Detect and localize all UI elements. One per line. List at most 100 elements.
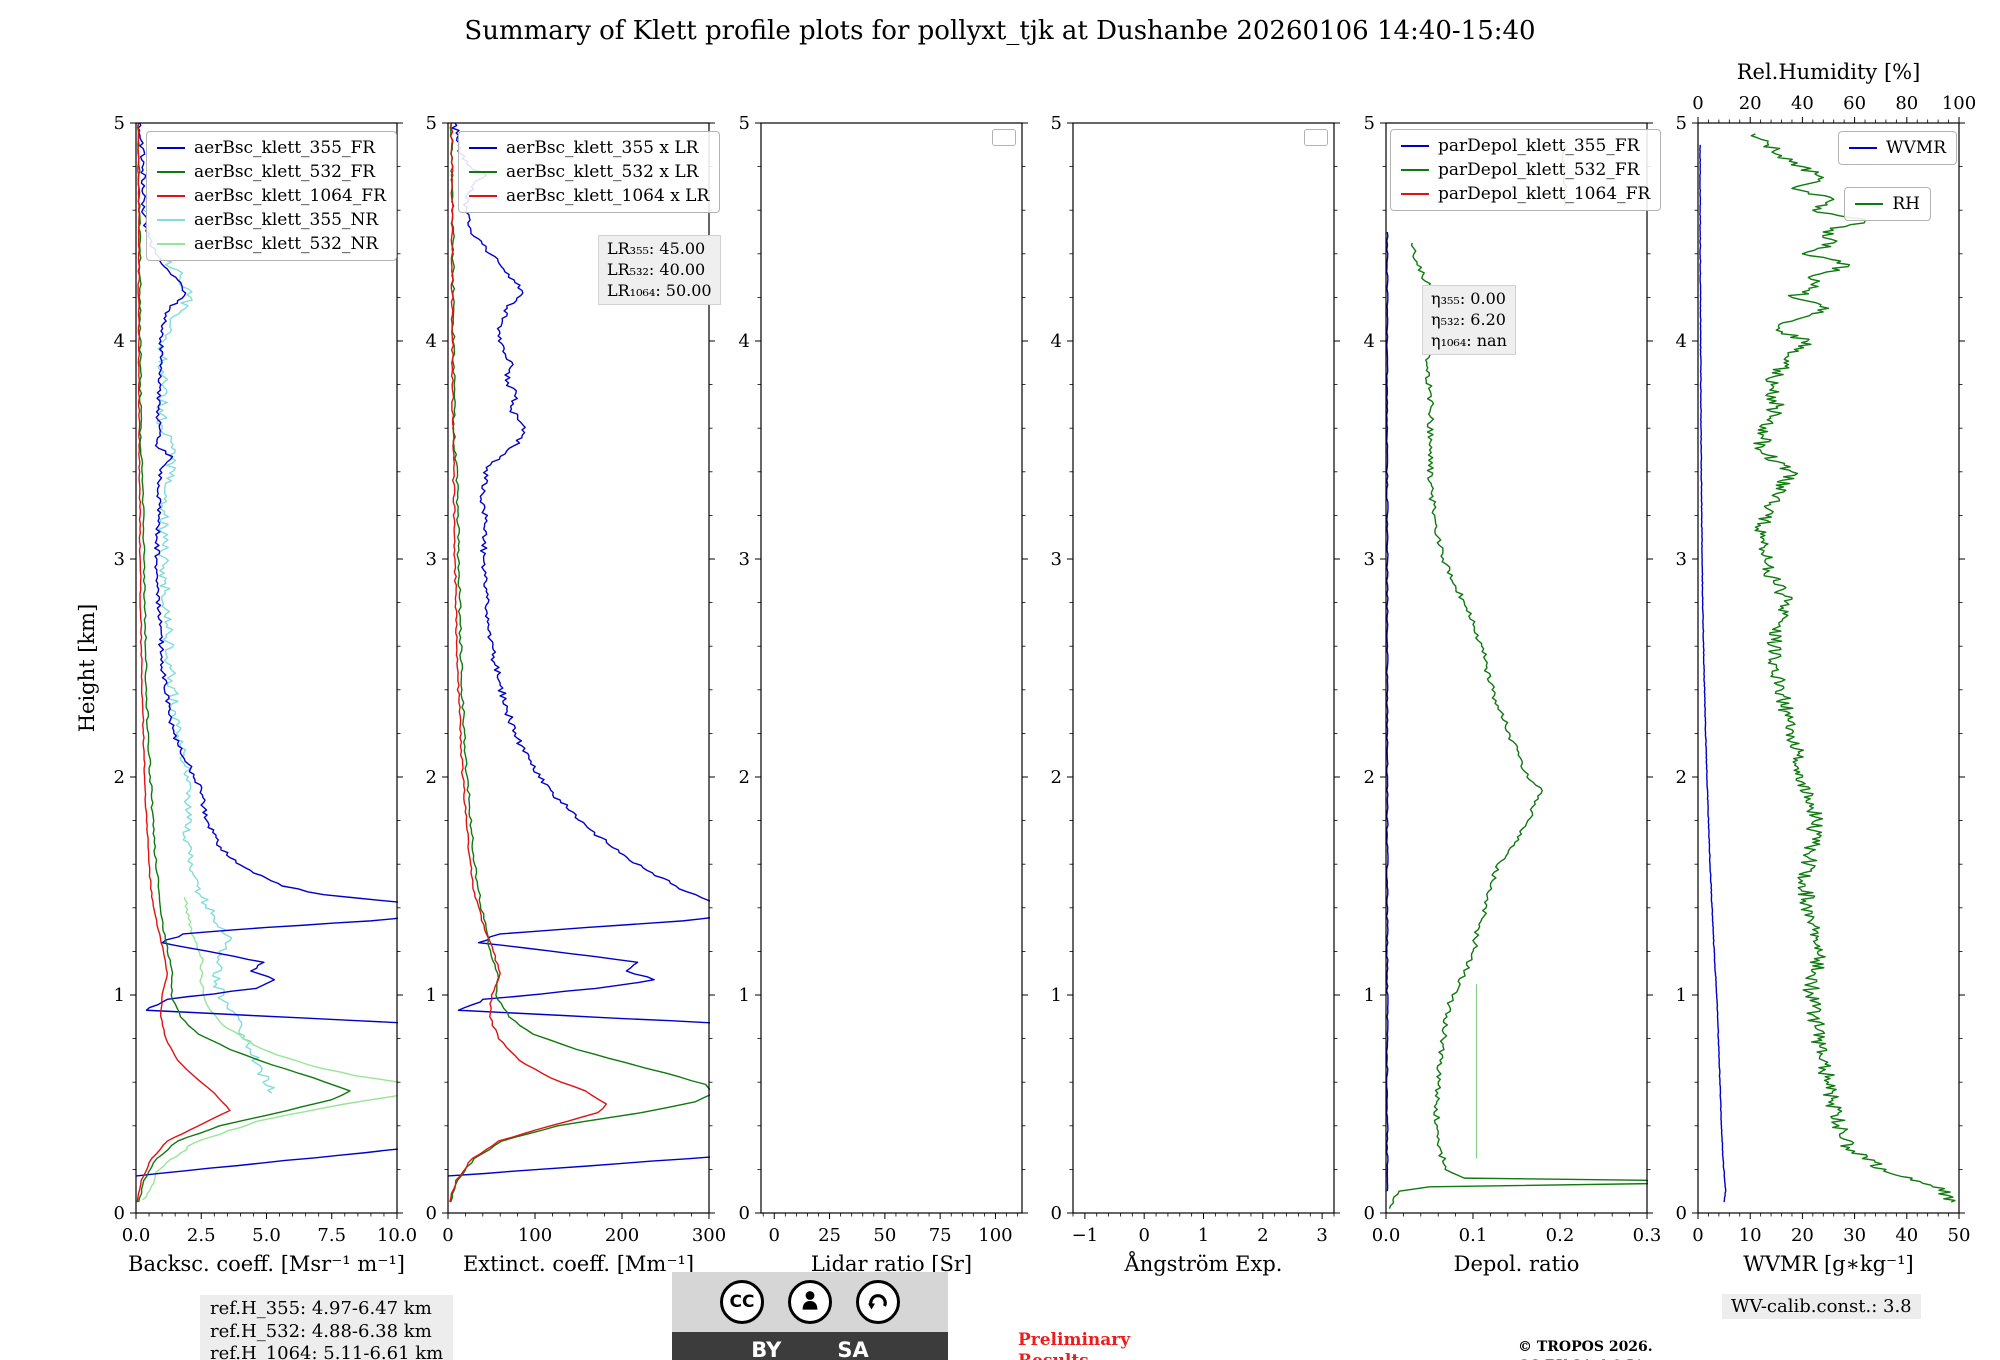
- svg-text:1: 1: [426, 985, 437, 1006]
- extinction-legend: aerBsc_klett_355 x LR aerBsc_klett_532 x …: [458, 131, 721, 213]
- legend-line-sample: [1401, 145, 1429, 147]
- svg-text:40: 40: [1895, 1225, 1918, 1246]
- svg-text:2: 2: [1676, 767, 1687, 788]
- svg-text:3: 3: [426, 549, 437, 570]
- series-parDepol_klett_355_FR: [1385, 231, 1389, 1192]
- svg-text:2: 2: [739, 767, 750, 788]
- svg-text:0.2: 0.2: [1546, 1225, 1575, 1246]
- svg-text:Depol. ratio: Depol. ratio: [1454, 1252, 1580, 1276]
- svg-text:0: 0: [442, 1225, 453, 1246]
- lidar-ratio-constants-annotation: LR₃₅₅: 45.00 LR₅₃₂: 40.00 LR₁₀₆₄: 50.00: [598, 235, 721, 306]
- cc-license-badge: CC BY SA: [672, 1272, 948, 1360]
- legend-label: aerBsc_klett_1064_FR: [194, 186, 386, 206]
- svg-text:5: 5: [1051, 113, 1062, 134]
- legend-label: aerBsc_klett_355_FR: [194, 138, 376, 158]
- annotation-line: η₁₀₆₄: nan: [1431, 330, 1507, 350]
- svg-text:5: 5: [1676, 113, 1687, 134]
- svg-text:4: 4: [739, 331, 750, 352]
- svg-text:5.0: 5.0: [252, 1225, 281, 1246]
- svg-text:1: 1: [1676, 985, 1687, 1006]
- copyright-note: © TROPOS 2026. CC BY SA 4.0 License.: [1518, 1338, 1691, 1360]
- svg-text:0: 0: [426, 1203, 437, 1224]
- annotation-line: LR₁₀₆₄: 50.00: [607, 280, 712, 300]
- svg-text:1: 1: [1364, 985, 1375, 1006]
- reference-height-box: ref.H_355: 4.97-6.47 km ref.H_532: 4.88-…: [200, 1295, 454, 1360]
- svg-text:0.0: 0.0: [1372, 1225, 1401, 1246]
- svg-text:Height [km]: Height [km]: [75, 604, 99, 733]
- svg-text:3: 3: [1051, 549, 1062, 570]
- svg-text:1: 1: [114, 985, 125, 1006]
- svg-text:0: 0: [114, 1203, 125, 1224]
- svg-text:2.5: 2.5: [187, 1225, 216, 1246]
- legend-line-sample: [157, 243, 185, 245]
- series-parDepol_klett_532_FR: [1388, 242, 1648, 1209]
- svg-text:5: 5: [1364, 113, 1375, 134]
- legend-line-sample: [157, 171, 185, 173]
- svg-text:2: 2: [1257, 1225, 1268, 1246]
- svg-text:0: 0: [1692, 93, 1703, 114]
- svg-text:2: 2: [1051, 767, 1062, 788]
- empty-legend-lidar-ratio: [992, 129, 1016, 146]
- legend-line-sample: [469, 195, 497, 197]
- svg-text:100: 100: [1942, 93, 1976, 114]
- legend-entry: aerBsc_klett_532_FR: [157, 162, 386, 182]
- legend-label: aerBsc_klett_1064 x LR: [506, 186, 710, 206]
- svg-text:4: 4: [114, 331, 125, 352]
- svg-text:0.1: 0.1: [1459, 1225, 1488, 1246]
- legend-entry: aerBsc_klett_1064_FR: [157, 186, 386, 206]
- svg-text:Extinct. coeff. [Mm⁻¹]: Extinct. coeff. [Mm⁻¹]: [463, 1252, 694, 1276]
- legend-line-sample: [469, 147, 497, 149]
- legend-line-sample: [1855, 203, 1884, 205]
- svg-text:40: 40: [1791, 93, 1814, 114]
- svg-text:Backsc. coeff. [Msr⁻¹ m⁻¹]: Backsc. coeff. [Msr⁻¹ m⁻¹]: [128, 1252, 405, 1276]
- svg-text:4: 4: [426, 331, 437, 352]
- svg-text:50: 50: [873, 1225, 896, 1246]
- ref-height-355: ref.H_355: 4.97-6.47 km: [210, 1298, 432, 1319]
- cc-logo-text: CC: [729, 1292, 755, 1312]
- svg-text:2: 2: [426, 767, 437, 788]
- svg-text:100: 100: [518, 1225, 552, 1246]
- cc-sa-label: SA: [837, 1338, 869, 1360]
- legend-entry: aerBsc_klett_1064 x LR: [469, 186, 709, 206]
- legend-line-sample: [1401, 169, 1429, 171]
- eta-annotation: η₃₅₅: 0.00 η₅₃₂: 6.20 η₁₀₆₄: nan: [1422, 285, 1516, 356]
- svg-text:5: 5: [739, 113, 750, 134]
- svg-text:30: 30: [1843, 1225, 1866, 1246]
- wvmr-legend: WVMR: [1838, 131, 1957, 165]
- series-aerBsc_klett_1064_FR: [136, 123, 231, 1203]
- rh-legend: RH: [1844, 187, 1931, 221]
- svg-text:0.3: 0.3: [1633, 1225, 1662, 1246]
- legend-label: WVMR: [1886, 138, 1946, 158]
- svg-text:2: 2: [1364, 767, 1375, 788]
- svg-text:80: 80: [1895, 93, 1918, 114]
- cc-logo-icon: CC: [720, 1280, 764, 1324]
- svg-text:25: 25: [818, 1225, 841, 1246]
- panel-backscatter: 0.0 2.5 5.0 7.5 10.0 0 1 2 3 4 5 Backsc. coeff. [Ms…: [75, 113, 417, 1276]
- series-RH: [1750, 133, 1956, 1203]
- legend-entry: parDepol_klett_355_FR: [1401, 136, 1650, 156]
- legend-entry: parDepol_klett_532_FR: [1401, 160, 1650, 180]
- copyright-line-2: CC BY SA 4.0 License.: [1518, 1357, 1691, 1360]
- copyright-line-1: © TROPOS 2026.: [1518, 1339, 1653, 1355]
- empty-legend-angstroem: [1304, 129, 1328, 146]
- svg-text:0: 0: [1676, 1203, 1687, 1224]
- svg-text:3: 3: [739, 549, 750, 570]
- svg-text:2: 2: [114, 767, 125, 788]
- svg-text:4: 4: [1364, 331, 1375, 352]
- svg-text:−1: −1: [1072, 1225, 1099, 1246]
- panel-angstroem: −1 0 1 2 3 0 1 2 3 4 5 Ångström Exp.: [1051, 113, 1340, 1276]
- annotation-line: LR₅₃₂: 40.00: [607, 259, 706, 279]
- svg-text:10.0: 10.0: [377, 1225, 417, 1246]
- series-WVMR: [1699, 144, 1727, 1203]
- legend-line-sample: [1849, 147, 1878, 149]
- legend-line-sample: [157, 147, 185, 149]
- legend-entry: aerBsc_klett_532_NR: [157, 234, 386, 254]
- series-aerBsc_klett_355_NR: [143, 209, 275, 1094]
- svg-text:5: 5: [114, 113, 125, 134]
- series-aerBsc_klett_1064_x_LR: [449, 123, 608, 1203]
- legend-line-sample: [1401, 193, 1429, 195]
- legend-entry: aerBsc_klett_532 x LR: [469, 162, 709, 182]
- svg-text:4: 4: [1676, 331, 1687, 352]
- svg-text:Ångström Exp.: Ångström Exp.: [1124, 1251, 1283, 1276]
